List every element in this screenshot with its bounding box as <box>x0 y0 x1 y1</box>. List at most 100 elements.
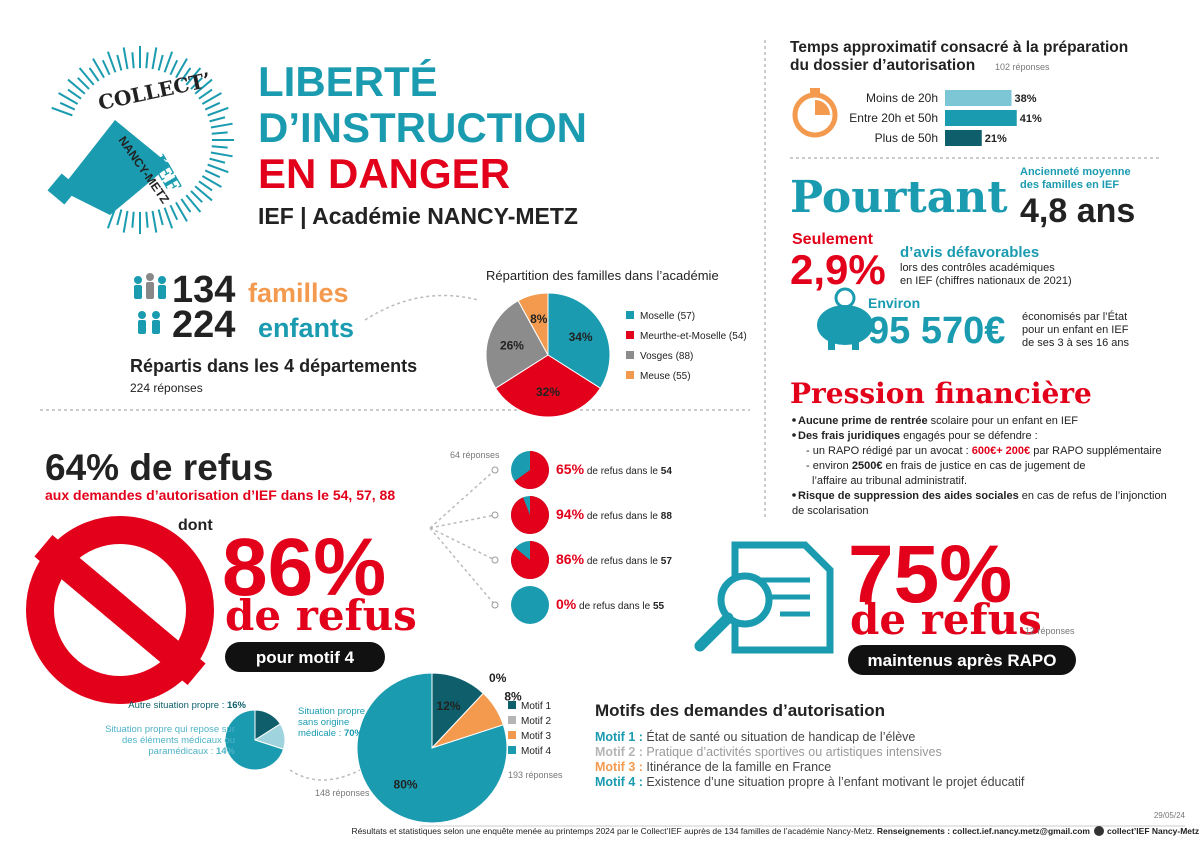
title-line: LIBERTÉ <box>258 58 438 105</box>
pie-slice <box>514 451 549 490</box>
slice-label: 32% <box>536 385 560 399</box>
slice-caption: Situation propre sans origine médicale :… <box>298 706 380 739</box>
megaphone <box>60 120 170 215</box>
families-count: 134 <box>172 269 235 311</box>
text: en cas de refus de l’injonction <box>1022 490 1167 502</box>
seniority: 4,8 ans <box>1020 192 1135 230</box>
facebook: collect’IEF Nancy-Metz <box>1107 826 1199 836</box>
slice-label: 12% <box>437 699 461 713</box>
ray <box>180 67 192 82</box>
family-icons <box>134 273 166 334</box>
ray <box>58 92 79 105</box>
ray <box>169 204 179 221</box>
svg-text:Risque de suppression des aide: Risque de suppression des aides sociales… <box>798 490 1167 502</box>
ray <box>175 201 188 222</box>
ray <box>78 67 95 86</box>
ray <box>210 151 233 158</box>
opinions-detail: lors des contrôles académiques <box>900 262 1055 274</box>
opinions-lead: Seulement <box>792 231 874 248</box>
logo-name: COLLECT’ <box>96 68 213 115</box>
text: Des frais juridiques <box>798 430 900 442</box>
slice-label: 80% <box>394 777 418 791</box>
refusals-subtitle: aux demandes d’autorisation d’IEF dans l… <box>45 487 395 503</box>
text: Risque de suppression des aides sociales <box>798 490 1019 502</box>
ray <box>185 194 202 213</box>
ray <box>207 163 229 174</box>
ray <box>67 88 82 100</box>
text: scolaire pour un enfant en IEF <box>931 415 1079 427</box>
text: 88 <box>661 511 673 522</box>
pie-slice <box>510 541 549 579</box>
pie-caption: 86% de refus dans le 57 <box>556 551 672 567</box>
bar-category: Moins de 20h <box>866 91 938 105</box>
ray <box>116 54 123 71</box>
legend-swatch <box>508 701 516 709</box>
ray <box>207 106 229 117</box>
motif-item: Motif 2 : Pratique d’activités sportives… <box>595 745 942 759</box>
savings-detail: économisés par l’État <box>1022 310 1127 323</box>
dot <box>491 466 499 474</box>
opinions-detail: en IEF (chiffres nationaux de 2021) <box>900 275 1072 287</box>
pie-caption: 65% de refus dans le 54 <box>556 461 672 477</box>
legend-swatch <box>626 351 634 359</box>
legend-label: Motif 3 <box>521 731 551 742</box>
ray <box>180 198 192 213</box>
text: de refus dans le <box>587 511 659 522</box>
legend-swatch <box>626 371 634 379</box>
big-value: 75% <box>848 529 1012 620</box>
opinions-label: d’avis défavorables <box>900 244 1039 261</box>
text: 86% <box>556 551 585 567</box>
text: 14% <box>215 746 235 757</box>
ray <box>157 209 164 226</box>
ray <box>163 207 174 229</box>
text: de scolarisation <box>792 505 868 517</box>
legend-swatch <box>508 746 516 754</box>
ray <box>92 58 105 79</box>
text: 0% <box>556 596 577 612</box>
ray <box>209 116 226 123</box>
legend-swatch <box>626 311 634 319</box>
ray <box>157 54 164 71</box>
motif-item: Motif 3 : Itinérance de la famille en Fr… <box>595 760 831 774</box>
legend-swatch <box>626 331 634 339</box>
ray <box>145 211 149 228</box>
motifs-title: Motifs des demandes d’autorisation <box>595 701 885 720</box>
legend-swatch <box>508 731 516 739</box>
pressure-list: Aucune prime de rentrée scolaire pour un… <box>792 415 1167 517</box>
slice-caption: Autre situation propre : 16% <box>100 700 246 711</box>
ray <box>198 88 213 100</box>
legend-swatch <box>508 716 516 724</box>
text: État de santé ou situation de handicap d… <box>646 729 915 744</box>
text: 600€+ 200€ <box>972 445 1030 457</box>
dot <box>491 601 499 609</box>
legend-label: Motif 1 <box>521 701 551 712</box>
svg-text:Des frais juridiques engagés p: Des frais juridiques engagés pour se déf… <box>798 430 1038 442</box>
opinions-value: 2,9% <box>790 246 886 293</box>
children-label: enfants <box>258 313 354 343</box>
logo: COLLECT’ IEF NANCY-METZ <box>47 46 234 234</box>
text: de refus dans le <box>587 556 659 567</box>
pourtant: Pourtant <box>790 172 1008 223</box>
pie-slice <box>494 354 602 418</box>
pressure-title: Pression financière <box>790 377 1092 410</box>
bar-category: Entre 20h et 50h <box>849 111 938 125</box>
ray <box>204 169 221 179</box>
dot <box>491 556 499 564</box>
ray <box>194 78 213 95</box>
seniority-label: des familles en IEF <box>1020 179 1119 191</box>
text: 94% <box>556 506 585 522</box>
connector <box>289 769 361 781</box>
legend-label: Moselle (57) <box>640 311 695 322</box>
pill <box>225 642 385 672</box>
families-label: familles <box>248 278 349 308</box>
facebook-icon <box>1094 826 1104 836</box>
pie-slice <box>485 299 549 389</box>
big-label: de refus <box>850 595 1042 644</box>
text: - environ <box>806 460 849 472</box>
ray <box>175 58 188 79</box>
ray <box>198 180 213 192</box>
ray <box>211 145 228 149</box>
text: Aucune prime de rentrée <box>798 415 928 427</box>
text: - un RAPO rédigé par un avocat : <box>806 445 969 457</box>
